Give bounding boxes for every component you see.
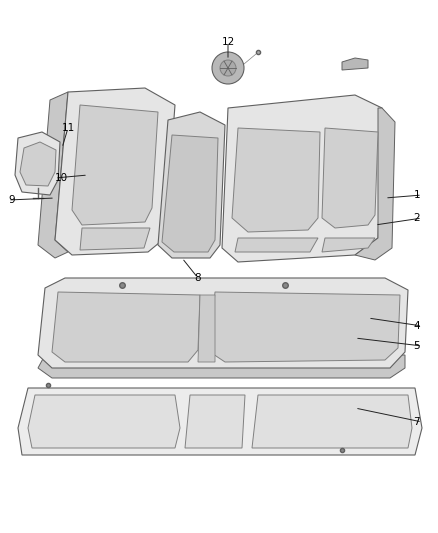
Text: 10: 10 — [55, 173, 68, 183]
Text: 4: 4 — [413, 321, 420, 331]
Polygon shape — [210, 292, 400, 362]
Polygon shape — [15, 132, 60, 195]
Polygon shape — [162, 135, 218, 252]
Polygon shape — [252, 395, 412, 448]
Polygon shape — [222, 95, 382, 262]
Polygon shape — [20, 142, 56, 186]
Polygon shape — [198, 295, 215, 362]
Text: 1: 1 — [413, 190, 420, 200]
Polygon shape — [80, 228, 150, 250]
Circle shape — [220, 60, 236, 76]
Polygon shape — [322, 238, 375, 252]
Polygon shape — [342, 58, 368, 70]
Text: 9: 9 — [8, 195, 14, 205]
Polygon shape — [28, 395, 180, 448]
Polygon shape — [235, 238, 318, 252]
Polygon shape — [158, 112, 225, 258]
Polygon shape — [52, 292, 200, 362]
Text: 8: 8 — [194, 273, 201, 283]
Text: 11: 11 — [61, 123, 74, 133]
Circle shape — [212, 52, 244, 84]
Text: 7: 7 — [413, 417, 420, 427]
Polygon shape — [322, 128, 378, 228]
Polygon shape — [185, 395, 245, 448]
Polygon shape — [355, 108, 395, 260]
Text: 12: 12 — [221, 37, 235, 47]
Polygon shape — [72, 105, 158, 225]
Text: 2: 2 — [413, 213, 420, 223]
Polygon shape — [38, 278, 408, 368]
Polygon shape — [232, 128, 320, 232]
Polygon shape — [55, 88, 175, 255]
Polygon shape — [38, 92, 68, 258]
Text: 5: 5 — [413, 341, 420, 351]
Polygon shape — [38, 355, 405, 378]
Polygon shape — [18, 388, 422, 455]
